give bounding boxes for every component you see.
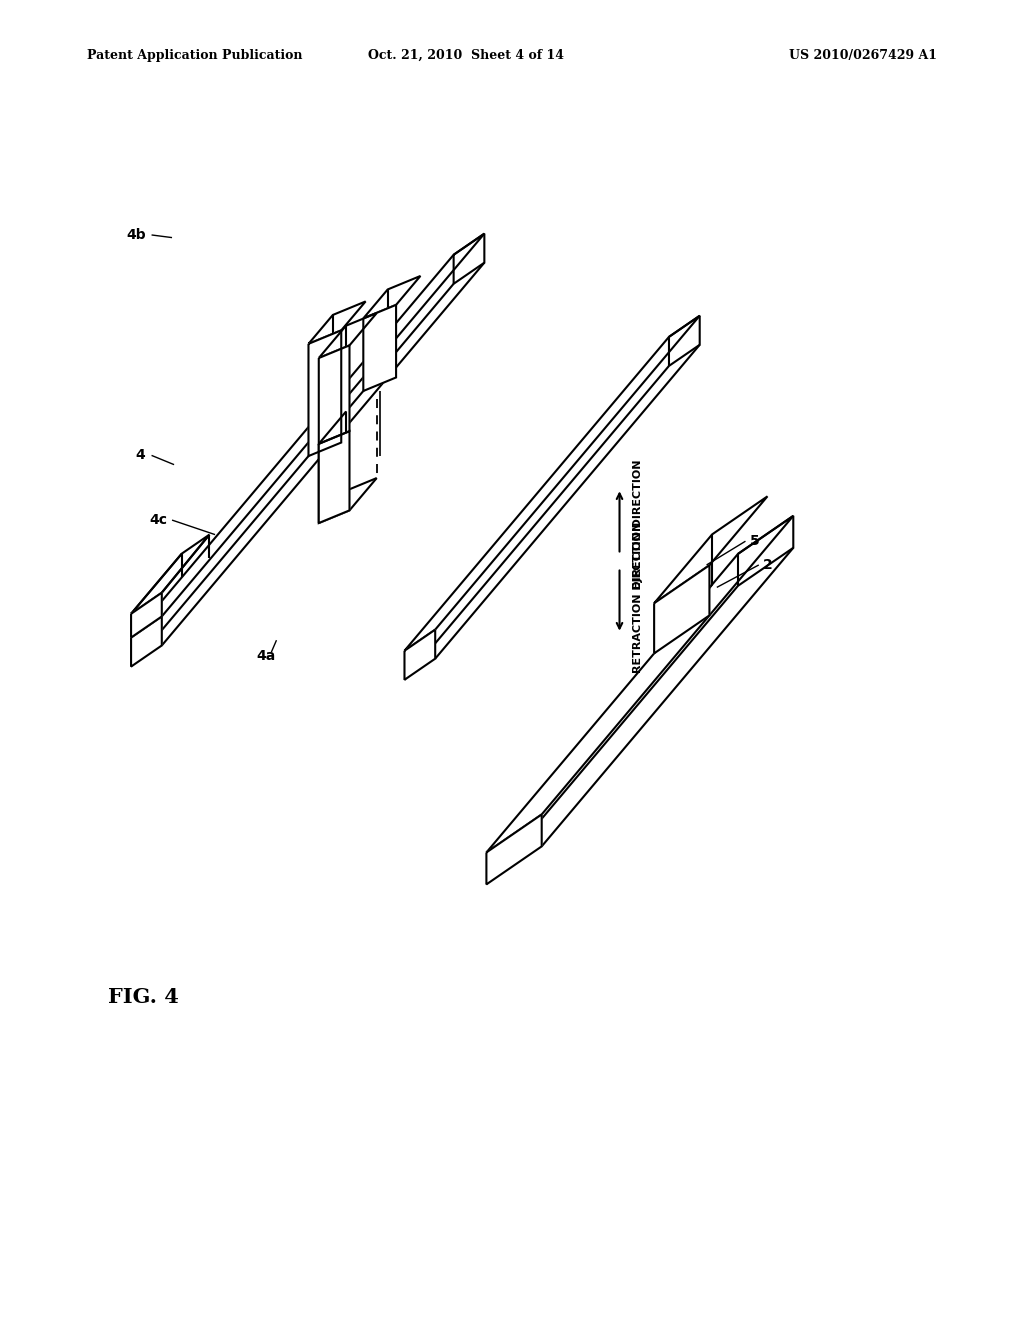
Text: 4a: 4a [257,649,275,664]
Polygon shape [486,516,794,853]
Polygon shape [364,276,421,318]
Polygon shape [364,305,396,391]
Polygon shape [308,330,341,457]
Text: FIG. 4: FIG. 4 [108,987,178,1007]
Polygon shape [654,496,768,603]
Polygon shape [318,346,349,444]
Polygon shape [318,412,346,523]
Text: RETRACTION DIRECTION: RETRACTION DIRECTION [633,521,643,673]
Text: 2: 2 [763,558,773,572]
Polygon shape [131,593,162,638]
Polygon shape [454,234,484,284]
Text: US 2010/0267429 A1: US 2010/0267429 A1 [788,49,937,62]
Polygon shape [738,516,794,586]
Polygon shape [308,301,366,345]
Polygon shape [318,313,377,358]
Text: Oct. 21, 2010  Sheet 4 of 14: Oct. 21, 2010 Sheet 4 of 14 [368,49,564,62]
Text: EJECTION DIRECTION: EJECTION DIRECTION [633,459,643,590]
Text: 5: 5 [750,535,760,548]
Polygon shape [131,616,162,667]
Polygon shape [318,432,349,523]
Polygon shape [131,234,484,638]
Text: 4b: 4b [127,228,146,242]
Text: Patent Application Publication: Patent Application Publication [87,49,302,62]
Polygon shape [654,565,710,653]
Polygon shape [404,630,435,680]
Polygon shape [486,814,542,884]
Text: 4c: 4c [148,513,167,527]
Polygon shape [131,535,209,614]
Text: 4: 4 [135,449,145,462]
Polygon shape [404,315,699,651]
Polygon shape [669,315,699,366]
